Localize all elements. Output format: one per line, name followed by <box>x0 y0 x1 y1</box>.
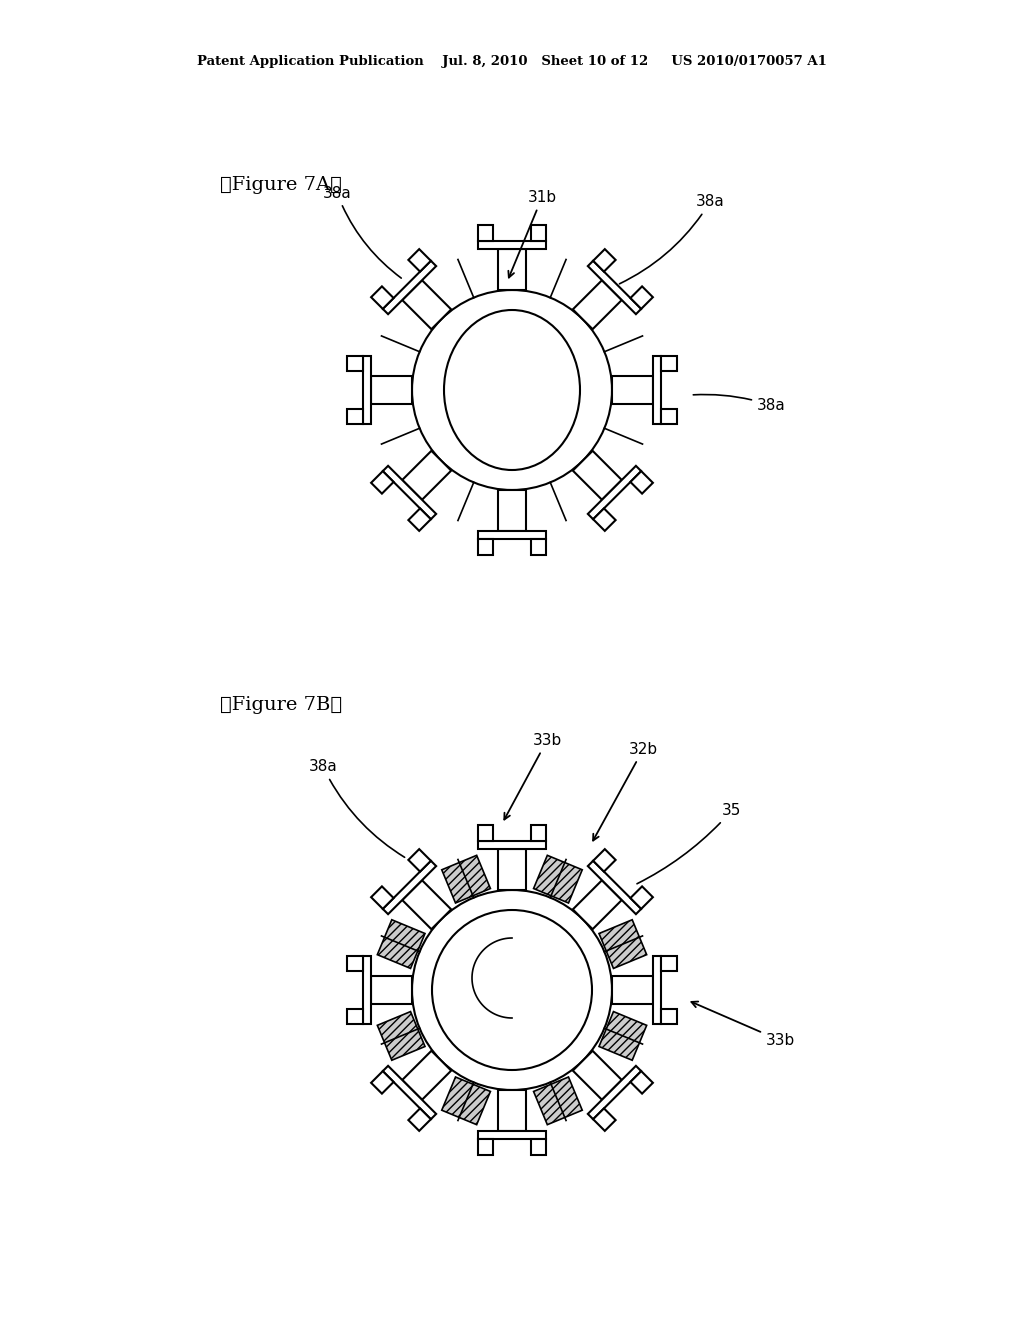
Polygon shape <box>377 920 425 969</box>
Polygon shape <box>631 1071 653 1094</box>
Polygon shape <box>588 261 641 314</box>
Polygon shape <box>371 886 393 909</box>
Polygon shape <box>371 376 412 404</box>
Polygon shape <box>371 286 393 309</box>
Polygon shape <box>347 1008 364 1024</box>
Text: 38a: 38a <box>323 186 401 279</box>
Polygon shape <box>530 1139 546 1155</box>
Ellipse shape <box>444 310 580 470</box>
Text: 33b: 33b <box>504 733 561 820</box>
Polygon shape <box>631 886 653 909</box>
Polygon shape <box>593 508 615 531</box>
Polygon shape <box>383 861 436 915</box>
Text: 38a: 38a <box>620 194 725 284</box>
Polygon shape <box>364 356 371 424</box>
Polygon shape <box>478 531 546 539</box>
Polygon shape <box>409 1109 431 1131</box>
Polygon shape <box>364 956 371 1024</box>
Polygon shape <box>588 1065 641 1119</box>
Polygon shape <box>377 1011 425 1060</box>
Text: 38a: 38a <box>693 395 785 413</box>
Polygon shape <box>534 1077 583 1125</box>
Polygon shape <box>478 242 546 248</box>
Polygon shape <box>347 956 364 972</box>
Text: 【Figure 7A】: 【Figure 7A】 <box>220 176 342 194</box>
Polygon shape <box>572 280 622 329</box>
Polygon shape <box>478 841 546 849</box>
Polygon shape <box>383 466 436 519</box>
Circle shape <box>412 890 612 1090</box>
Polygon shape <box>478 1139 494 1155</box>
Polygon shape <box>371 471 393 494</box>
Polygon shape <box>653 356 660 424</box>
Text: 35: 35 <box>637 803 741 884</box>
Polygon shape <box>530 539 546 556</box>
Text: 33b: 33b <box>691 1002 795 1048</box>
Polygon shape <box>371 975 412 1005</box>
Polygon shape <box>572 1051 622 1100</box>
Polygon shape <box>498 248 526 290</box>
Circle shape <box>432 909 592 1071</box>
Polygon shape <box>588 466 641 519</box>
Polygon shape <box>402 1051 452 1100</box>
Polygon shape <box>660 409 677 424</box>
Polygon shape <box>612 376 653 404</box>
Polygon shape <box>409 249 431 272</box>
Polygon shape <box>383 261 436 314</box>
Polygon shape <box>347 356 364 371</box>
Polygon shape <box>402 880 452 929</box>
Polygon shape <box>498 849 526 890</box>
Polygon shape <box>530 224 546 242</box>
Polygon shape <box>498 490 526 531</box>
Polygon shape <box>347 409 364 424</box>
Text: 31b: 31b <box>508 190 557 277</box>
Polygon shape <box>593 849 615 871</box>
Polygon shape <box>660 1008 677 1024</box>
Polygon shape <box>441 1077 490 1125</box>
Polygon shape <box>631 286 653 309</box>
Polygon shape <box>534 855 583 903</box>
Polygon shape <box>409 508 431 531</box>
Polygon shape <box>631 471 653 494</box>
Polygon shape <box>478 224 494 242</box>
Polygon shape <box>371 1071 393 1094</box>
Polygon shape <box>660 956 677 972</box>
Polygon shape <box>572 451 622 500</box>
Polygon shape <box>593 249 615 272</box>
Polygon shape <box>599 920 647 969</box>
Text: 【Figure 7B】: 【Figure 7B】 <box>220 696 342 714</box>
Polygon shape <box>409 849 431 871</box>
Polygon shape <box>530 825 546 841</box>
Text: 32b: 32b <box>593 742 657 841</box>
Polygon shape <box>653 956 660 1024</box>
Polygon shape <box>402 280 452 329</box>
Polygon shape <box>441 855 490 903</box>
Polygon shape <box>572 880 622 929</box>
Text: Patent Application Publication    Jul. 8, 2010   Sheet 10 of 12     US 2010/0170: Patent Application Publication Jul. 8, 2… <box>197 55 827 69</box>
Polygon shape <box>402 451 452 500</box>
Text: 37a: 37a <box>506 1012 535 1027</box>
Polygon shape <box>478 1131 546 1139</box>
Polygon shape <box>612 975 653 1005</box>
Polygon shape <box>383 1065 436 1119</box>
Text: 38a: 38a <box>308 759 404 857</box>
Polygon shape <box>593 1109 615 1131</box>
Polygon shape <box>660 356 677 371</box>
Polygon shape <box>599 1011 647 1060</box>
Polygon shape <box>498 1090 526 1131</box>
Polygon shape <box>478 825 494 841</box>
Circle shape <box>412 290 612 490</box>
Polygon shape <box>478 539 494 556</box>
Polygon shape <box>588 861 641 915</box>
